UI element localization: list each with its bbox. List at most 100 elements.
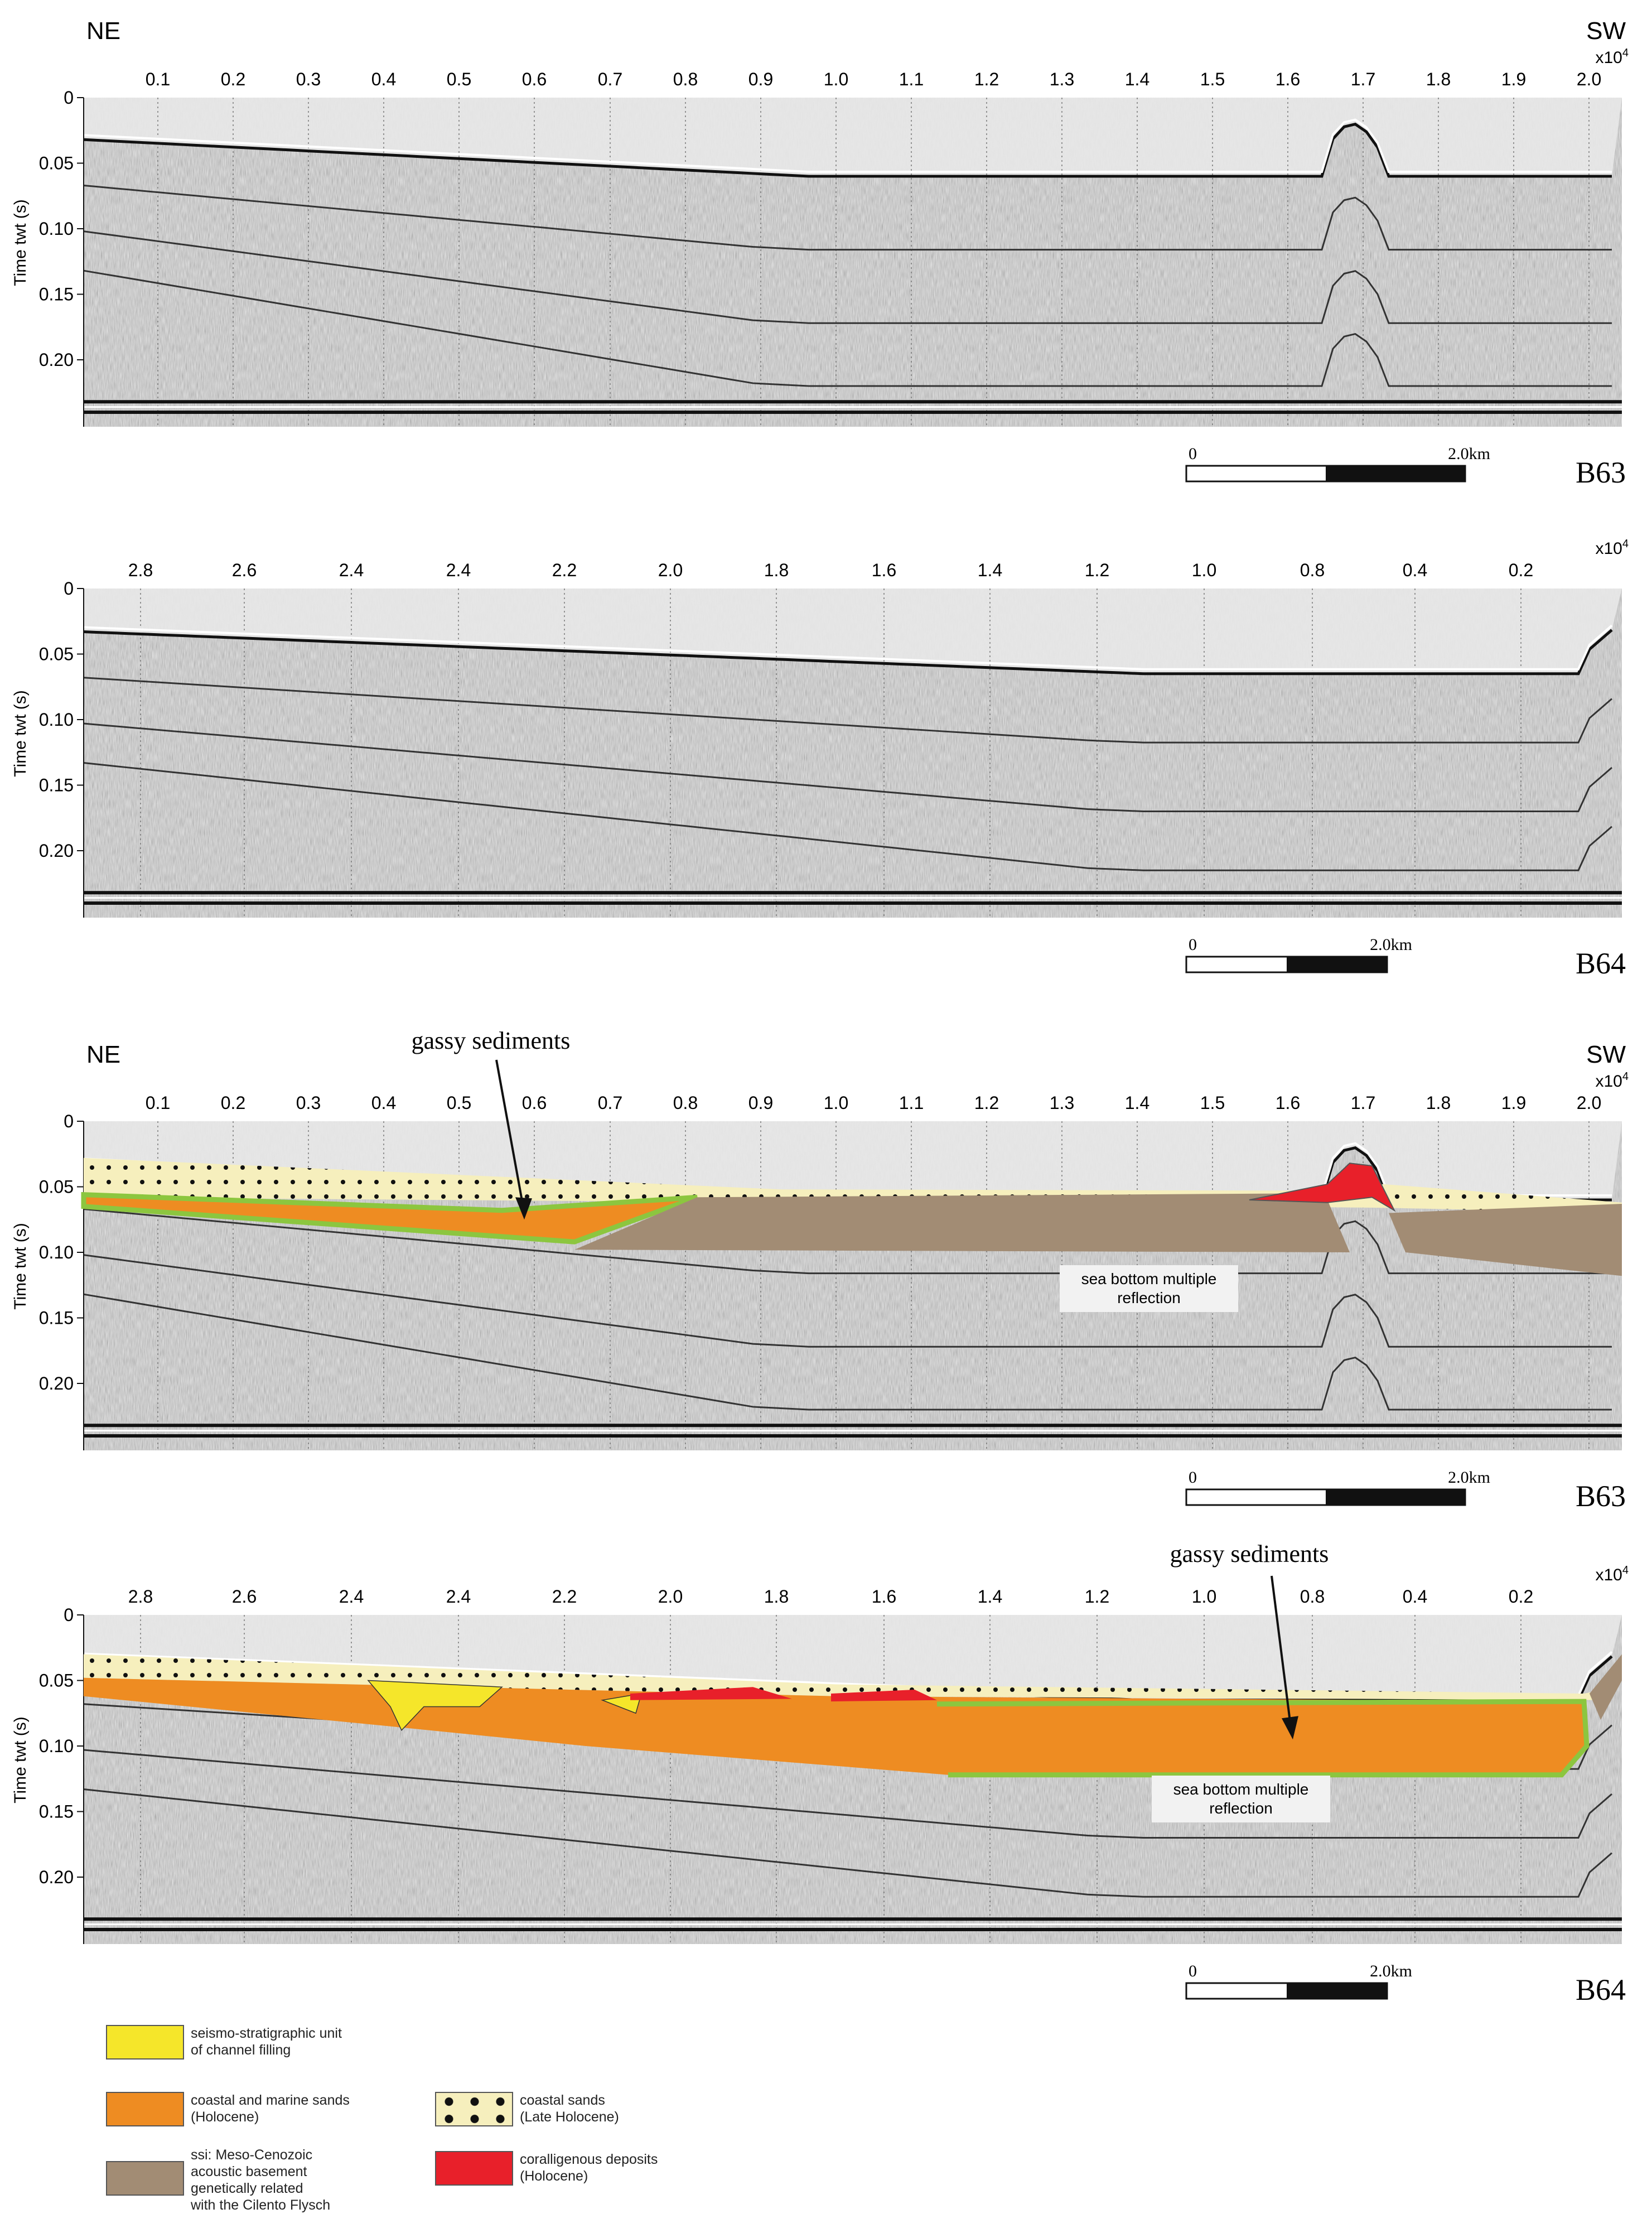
seafloor-highlight (83, 624, 1613, 671)
legend-swatch-marine-sands (106, 2092, 184, 2126)
y-tick-label: 0 (64, 578, 74, 599)
x-tick-label: 1.2 (1085, 560, 1109, 580)
x-tick-label: 1.9 (1501, 69, 1526, 89)
x-tick-label: 1.7 (1351, 69, 1375, 89)
scale-bar-end: 2.0km (1370, 1962, 1412, 1980)
water-column (84, 98, 1622, 176)
x-tick-label: 1.9 (1501, 1093, 1526, 1113)
x-axis-exponent: x104 (1596, 47, 1629, 67)
direction-label-right: SW (1586, 1041, 1626, 1068)
legend: seismo-stratigraphic unit of channel fil… (100, 2019, 825, 2231)
y-tick-label: 0.05 (39, 1671, 74, 1691)
legend-item-marine-sands: coastal and marine sands (Holocene) (106, 2092, 350, 2126)
scale-bar-end: 2.0km (1448, 445, 1490, 463)
multiple-reflection-callout (1060, 1265, 1238, 1312)
callout-text: reflection (1117, 1289, 1181, 1306)
x-tick-label: 2.4 (446, 560, 471, 580)
x-tick-label: 0.7 (598, 69, 622, 89)
x-tick-label: 1.3 (1050, 1093, 1074, 1113)
profile-id-label: B63 (1576, 1479, 1626, 1513)
x-tick-label: 0.3 (296, 1093, 321, 1113)
x-axis-exponent: x104 (1596, 538, 1629, 558)
x-tick-label: 0.5 (447, 1093, 471, 1113)
seafloor-highlight (83, 118, 1612, 173)
scale-bar-frame (1185, 1488, 1466, 1506)
x-tick-label: 0.2 (221, 1093, 245, 1113)
seismic-reflector (83, 629, 1613, 676)
callout-text: sea bottom multiple (1081, 1270, 1217, 1287)
gassy-sediment-outline (936, 1699, 1590, 1778)
x-tick-label: 2.0 (1577, 1093, 1601, 1113)
x-tick-label: 1.7 (1351, 1093, 1375, 1113)
x-tick-label: 1.8 (764, 560, 789, 580)
x-tick-label: 1.4 (1125, 1093, 1149, 1113)
x-tick-label: 0.9 (748, 69, 773, 89)
unit-marine-sands-gassy (81, 1192, 698, 1245)
x-tick-label: 2.0 (1577, 69, 1601, 89)
y-axis-label: Time twt (s) (11, 1716, 30, 1803)
unit-coastal-sands (84, 1654, 1617, 1700)
y-tick-label: 0.10 (39, 1242, 74, 1262)
x-tick-label: 1.8 (1426, 1093, 1451, 1113)
seismic-reflector (83, 1208, 1612, 1275)
x-tick-label: 0.9 (748, 1093, 773, 1113)
legend-label-marine-sands: coastal and marine sands (Holocene) (191, 2092, 350, 2125)
x-tick-label: 1.8 (1426, 69, 1451, 89)
scale-bar-end: 2.0km (1370, 935, 1412, 954)
legend-swatch-basement (106, 2161, 184, 2196)
gassy-sediments-label: gassy sediments (1170, 1540, 1329, 1568)
x-tick-label: 1.8 (764, 1586, 789, 1607)
scale-bar-black (1326, 1489, 1465, 1505)
gassy-sediments-arrow (495, 1059, 525, 1213)
x-tick-label: 1.1 (899, 1093, 924, 1113)
unit-coralligenous (831, 1689, 937, 1702)
y-tick-label: 0.05 (39, 153, 74, 173)
legend-label-basement: ssi: Meso-Cenozoic acoustic basement gen… (191, 2147, 331, 2213)
x-tick-label: 2.2 (552, 1586, 577, 1607)
x-tick-label: 1.6 (1276, 69, 1300, 89)
legend-swatch-coastal-sands (435, 2092, 513, 2126)
legend-swatch-coralligenous (435, 2151, 513, 2186)
y-tick-label: 0.05 (39, 644, 74, 664)
x-tick-label: 0.4 (371, 69, 396, 89)
x-tick-label: 1.4 (1125, 69, 1149, 89)
x-tick-label: 0.1 (146, 1093, 170, 1113)
scale-bar-start: 0 (1189, 935, 1197, 954)
seismic-reflector (83, 762, 1612, 871)
profile-id-label: B64 (1576, 947, 1626, 980)
x-tick-label: 2.4 (339, 560, 364, 580)
x-tick-label: 0.3 (296, 69, 321, 89)
y-axis-label: Time twt (s) (11, 1223, 30, 1310)
direction-label-left: NE (86, 1041, 120, 1068)
unit-basement (574, 1193, 1350, 1252)
seismic-reflector (83, 1788, 1612, 1898)
x-tick-label: 0.2 (1509, 560, 1533, 580)
direction-label-left: NE (86, 17, 120, 45)
y-tick-label: 0.05 (39, 1177, 74, 1197)
seismic-reflector (83, 184, 1612, 251)
x-tick-label: 2.4 (446, 1586, 471, 1607)
x-tick-label: 1.0 (824, 1093, 848, 1113)
x-tick-label: 1.6 (872, 1586, 896, 1607)
x-tick-label: 1.5 (1200, 1093, 1225, 1113)
x-tick-label: 0.4 (1403, 1586, 1427, 1607)
scale-bar-frame (1185, 1982, 1388, 2000)
profile-id-label: B63 (1576, 456, 1626, 489)
x-tick-label: 1.3 (1050, 69, 1074, 89)
x-tick-label: 2.4 (339, 1586, 364, 1607)
y-tick-label: 0.20 (39, 350, 74, 370)
y-tick-label: 0 (64, 88, 74, 108)
scale-bar-black (1287, 957, 1387, 972)
y-tick-label: 0.15 (39, 1802, 74, 1822)
y-tick-label: 0.15 (39, 1308, 74, 1328)
x-tick-label: 2.0 (658, 560, 683, 580)
gassy-sediments-label: gassy sediments (412, 1027, 571, 1054)
scale-bar-end: 2.0km (1448, 1468, 1490, 1487)
scale-bar-black (1287, 1983, 1387, 1999)
seismic-reflector (83, 122, 1612, 178)
gassy-sediments-arrow (1271, 1575, 1292, 1731)
x-tick-label: 0.8 (673, 69, 698, 89)
x-tick-label: 0.7 (598, 1093, 622, 1113)
seismic-reflector (83, 677, 1612, 744)
